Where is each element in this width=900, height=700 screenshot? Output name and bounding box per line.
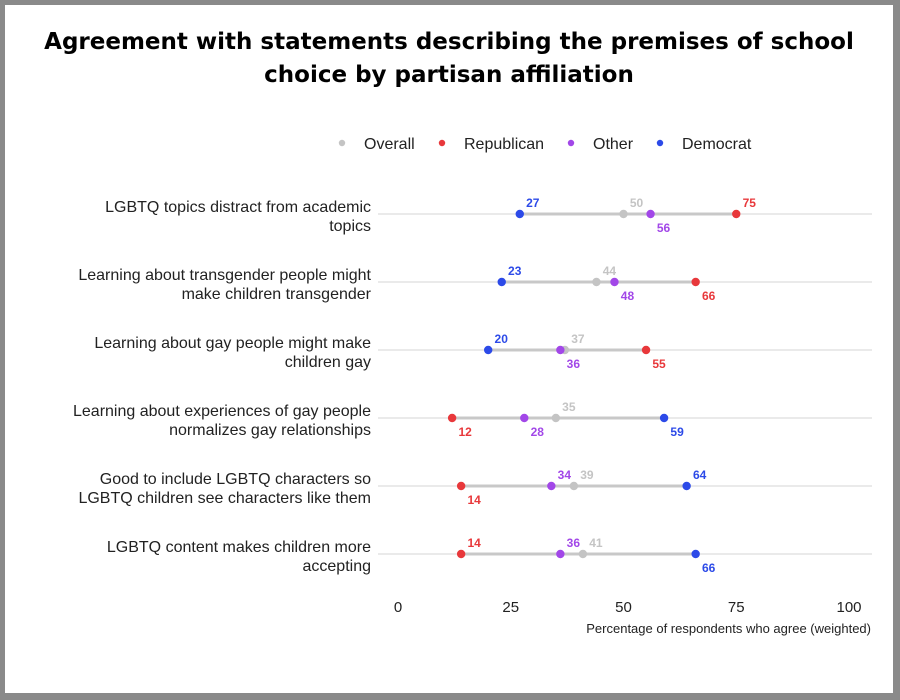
- data-label-republican: 12: [458, 425, 472, 439]
- x-tick-label: 100: [836, 599, 861, 616]
- data-point-other: [520, 413, 529, 423]
- row-label-line-1: Learning about experiences of gay people: [73, 403, 371, 420]
- x-axis-label: Percentage of respondents who agree (wei…: [586, 621, 871, 636]
- legend-marker-democrat: [656, 139, 664, 147]
- data-label-democrat: 64: [693, 468, 707, 482]
- legend-label-republican: Republican: [464, 136, 544, 153]
- legend-label-overall: Overall: [364, 136, 415, 153]
- data-point-overall: [592, 277, 601, 287]
- data-label-democrat: 59: [670, 425, 684, 439]
- data-label-other: 48: [621, 289, 635, 303]
- chart-frame: [5, 5, 893, 693]
- data-point-overall: [569, 481, 579, 491]
- row-label-line-2: LGBTQ children see characters like them: [78, 490, 371, 507]
- row-label-line-2: make children transgender: [182, 286, 372, 303]
- data-point-other: [610, 277, 619, 287]
- data-label-democrat: 23: [508, 264, 522, 278]
- data-point-republican: [456, 549, 466, 559]
- row-label-line-2: normalizes gay relationships: [169, 422, 371, 439]
- data-label-other: 34: [558, 468, 572, 482]
- chart-title-line-2: choice by partisan affiliation: [264, 62, 634, 88]
- data-label-overall: 50: [630, 196, 644, 210]
- data-point-overall: [578, 549, 588, 559]
- chart-title-line-1: Agreement with statements describing the…: [44, 29, 854, 55]
- data-point-other: [556, 549, 565, 559]
- row-label-line-1: Good to include LGBTQ characters so: [100, 471, 371, 488]
- data-point-republican: [447, 413, 457, 423]
- data-label-other: 28: [531, 425, 545, 439]
- x-tick-label: 50: [615, 599, 632, 616]
- row-label-line-1: LGBTQ content makes children more: [107, 539, 371, 556]
- data-label-democrat: 20: [495, 332, 509, 346]
- legend-marker-overall: [338, 139, 346, 147]
- data-point-overall: [551, 413, 561, 423]
- x-tick-label: 75: [728, 599, 745, 616]
- data-label-republican: 55: [652, 357, 666, 371]
- data-point-democrat: [484, 345, 493, 355]
- data-label-other: 56: [657, 221, 671, 235]
- row-label-line-2: accepting: [303, 558, 372, 575]
- row-label-line-1: Learning about transgender people might: [78, 267, 371, 284]
- data-label-democrat: 66: [702, 561, 716, 575]
- data-point-democrat: [497, 277, 506, 287]
- data-label-republican: 14: [467, 493, 481, 507]
- data-point-other: [547, 481, 556, 491]
- data-point-republican: [732, 209, 741, 219]
- data-point-overall: [619, 209, 628, 219]
- data-point-republican: [456, 481, 466, 491]
- data-label-republican: 75: [743, 196, 757, 210]
- x-tick-label: 25: [502, 599, 519, 616]
- row-label-line-1: Learning about gay people might make: [94, 335, 371, 352]
- row-label-line-2: topics: [329, 218, 371, 235]
- data-point-democrat: [691, 549, 700, 559]
- data-point-democrat: [659, 413, 669, 423]
- data-point-republican: [641, 345, 651, 355]
- data-point-other: [556, 345, 565, 355]
- data-label-overall: 35: [562, 400, 576, 414]
- data-point-other: [646, 209, 655, 219]
- row-label-line-2: children gay: [285, 354, 371, 371]
- x-tick-label: 0: [394, 599, 402, 616]
- data-point-republican: [691, 277, 700, 287]
- data-label-overall: 44: [603, 264, 617, 278]
- data-label-democrat: 27: [526, 196, 540, 210]
- data-label-other: 36: [567, 536, 581, 550]
- chart-title: Agreement with statements describing the…: [0, 26, 898, 92]
- data-label-republican: 66: [702, 289, 716, 303]
- data-label-overall: 41: [589, 536, 603, 550]
- legend-label-other: Other: [593, 136, 634, 153]
- legend-label-democrat: Democrat: [682, 136, 752, 153]
- row-label-line-1: LGBTQ topics distract from academic: [105, 199, 371, 216]
- data-point-democrat: [682, 481, 691, 491]
- data-label-overall: 39: [580, 468, 594, 482]
- legend-marker-other: [567, 139, 575, 147]
- data-label-other: 36: [567, 357, 581, 371]
- data-point-democrat: [515, 209, 524, 219]
- data-label-republican: 14: [467, 536, 481, 550]
- legend-marker-republican: [438, 139, 446, 147]
- data-label-overall: 37: [571, 332, 585, 346]
